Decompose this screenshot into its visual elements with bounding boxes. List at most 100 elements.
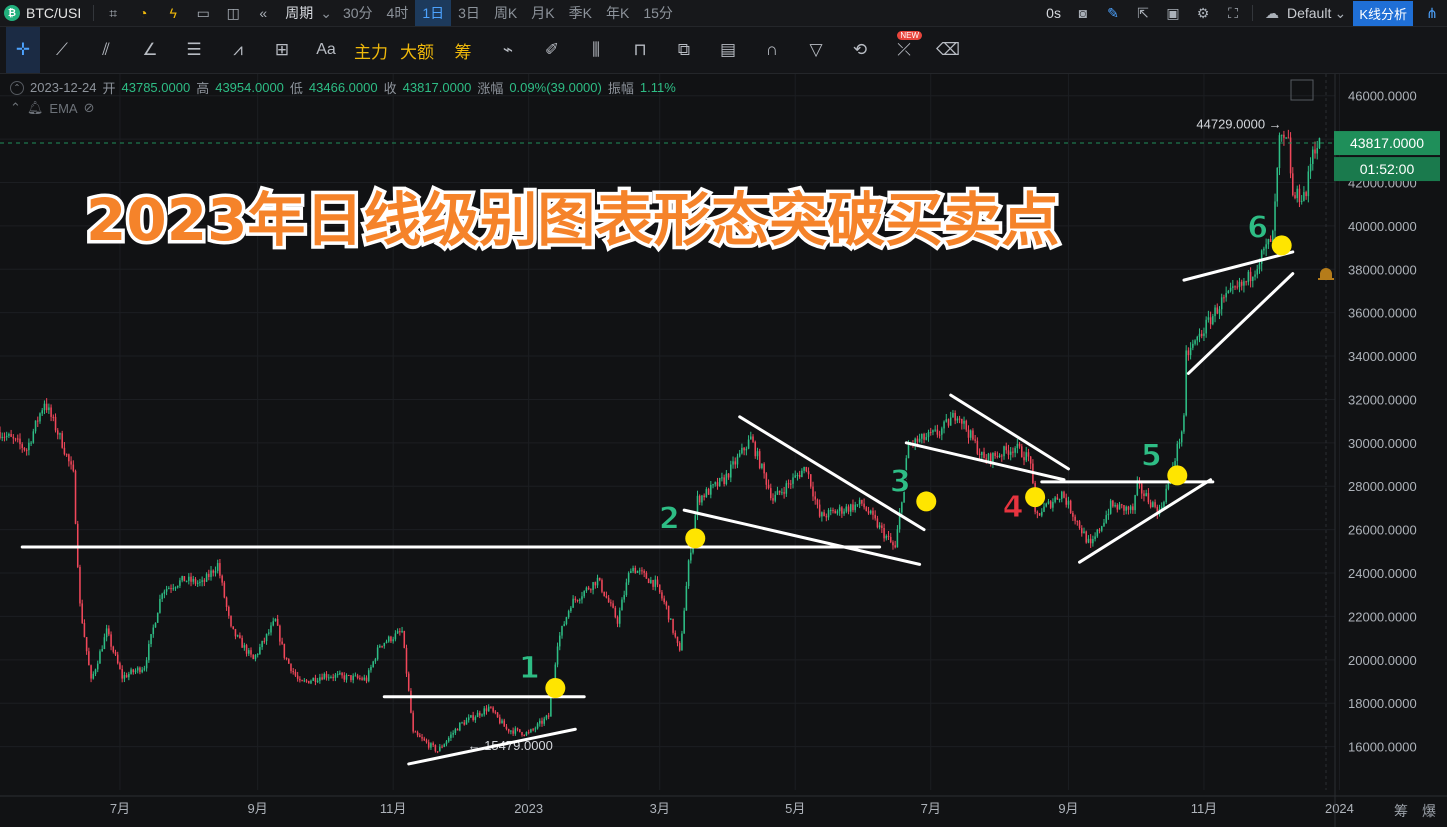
gauge-icon[interactable]: ◔: [139, 5, 148, 21]
calendar-icon[interactable]: ▭: [196, 4, 210, 21]
candle-body: [314, 677, 317, 682]
pencil-icon[interactable]: ✎: [1107, 4, 1119, 21]
candle-body: [943, 421, 945, 429]
candle-body: [185, 580, 188, 582]
lock-icon[interactable]: ⊓: [633, 40, 647, 59]
candle-body: [492, 707, 494, 712]
lightning-icon[interactable]: ϟ: [169, 5, 177, 21]
pattern-trendline[interactable]: [949, 393, 1070, 471]
parallel-lines-icon[interactable]: ⫽: [102, 40, 110, 59]
pattern-trendline[interactable]: [1182, 250, 1295, 282]
hide-drawings-icon[interactable]: ⤫ NEW: [882, 27, 926, 73]
timeframe-tab[interactable]: 年K: [605, 5, 630, 21]
angle-icon[interactable]: ∠: [142, 40, 158, 59]
pattern-trendline[interactable]: [1186, 272, 1295, 375]
theme-selector[interactable]: Default: [1286, 5, 1332, 21]
image-icon[interactable]: ▣: [1166, 4, 1180, 21]
candle-body: [747, 439, 750, 449]
candle-body: [30, 442, 32, 444]
wave-icon[interactable]: ⩘: [233, 40, 243, 59]
trendline-icon[interactable]: ⟋: [56, 40, 68, 59]
candle-body: [310, 680, 312, 684]
bookmark-icon[interactable]: ⧉: [677, 40, 691, 59]
candle-body: [567, 611, 570, 618]
candle-body: [1305, 192, 1307, 197]
notes-icon[interactable]: ▤: [719, 40, 737, 59]
candle-body: [510, 730, 512, 732]
sync-icon[interactable]: ⟲: [852, 40, 868, 59]
timeframe-tab[interactable]: 3日: [458, 5, 480, 21]
chart-type-icon[interactable]: ⌗: [109, 4, 118, 21]
trash-icon[interactable]: ⌫: [935, 40, 961, 59]
candle-body: [485, 708, 488, 712]
candle-body: [405, 647, 408, 674]
camera-icon[interactable]: ◙: [1078, 5, 1088, 21]
filter-icon[interactable]: ▽: [809, 40, 823, 59]
candle-body: [578, 599, 581, 601]
measure-icon[interactable]: ⊞: [274, 40, 290, 59]
main-force-tool[interactable]: 主力: [354, 42, 388, 62]
chip-tool[interactable]: 筹: [454, 42, 472, 62]
candle-body: [512, 730, 514, 734]
candle-body: [763, 463, 765, 474]
candle-body: [339, 673, 341, 675]
liquidation-button[interactable]: 爆: [1422, 803, 1436, 819]
eye-off-icon[interactable]: ⊘: [83, 100, 95, 115]
magnet-icon[interactable]: ∩: [765, 40, 779, 59]
crosshair-icon[interactable]: ✛: [6, 27, 40, 73]
breakout-marker: [685, 528, 706, 549]
timeframe-tab[interactable]: 周期: [285, 5, 314, 21]
gear-icon[interactable]: ⚙: [1196, 4, 1210, 21]
resize-icon[interactable]: [1290, 79, 1314, 101]
ruler-icon[interactable]: ⌁: [502, 40, 514, 59]
candle-body: [874, 514, 876, 519]
candle-body: [836, 511, 839, 514]
layout-icon[interactable]: ◫: [226, 4, 240, 21]
timeframe-tab[interactable]: 周K: [493, 5, 518, 21]
horizontal-lines-icon[interactable]: ☰: [186, 40, 202, 59]
timeframe-tab[interactable]: 4时: [386, 5, 409, 21]
candle-body: [34, 420, 37, 432]
rewind-icon[interactable]: «: [259, 5, 268, 21]
timeframe-tab[interactable]: 30分: [342, 5, 373, 21]
chevron-down-icon[interactable]: ⌄: [320, 5, 332, 21]
timeframe-tab[interactable]: 月K: [531, 5, 555, 21]
y-tick-label: 32000.0000: [1348, 392, 1417, 407]
chip-button[interactable]: 筹: [1394, 803, 1408, 819]
candle-body: [1258, 263, 1261, 270]
candle-body: [519, 729, 521, 733]
candle-body: [843, 511, 845, 514]
candle-body: [325, 673, 328, 678]
symbol-selector[interactable]: ₿ BTC/USI: [0, 5, 89, 21]
large-order-tool[interactable]: 大额: [400, 42, 434, 62]
share-icon[interactable]: ⋔: [1426, 4, 1438, 21]
candle-body: [63, 447, 66, 455]
candle-body: [683, 610, 685, 634]
export-icon[interactable]: ⇱: [1137, 4, 1149, 21]
alert-bell-icon[interactable]: [1318, 268, 1334, 280]
timeframe-tab[interactable]: 1日: [415, 0, 452, 26]
candle-body: [85, 636, 88, 652]
chevron-down-icon[interactable]: ⌄: [1334, 4, 1347, 21]
pattern-trendline[interactable]: [1078, 478, 1213, 564]
collapse-icon[interactable]: ⌃: [10, 80, 24, 95]
candles-icon[interactable]: ⫼: [592, 40, 600, 59]
timeframe-tab[interactable]: 15分: [643, 5, 673, 21]
timeframe-tab[interactable]: 季K: [568, 5, 592, 21]
pattern-trendline[interactable]: [904, 441, 1066, 482]
fullscreen-icon[interactable]: ⛶: [1228, 4, 1238, 21]
candle-body: [270, 625, 272, 633]
candle-body: [1069, 500, 1072, 513]
bell-icon[interactable]: 🔔︎: [26, 100, 44, 115]
candle-body: [1278, 135, 1281, 169]
candle-body: [634, 567, 637, 573]
pattern-trendline[interactable]: [682, 508, 922, 566]
text-tool[interactable]: Aa: [316, 41, 336, 58]
pattern-trendline[interactable]: [738, 415, 926, 532]
kline-analysis-button[interactable]: K线分析: [1353, 0, 1413, 26]
brush-icon[interactable]: ✐: [544, 40, 560, 59]
collapse-icon[interactable]: ⌃: [10, 100, 21, 115]
pattern-trendline[interactable]: [407, 727, 577, 766]
candle-body: [1245, 281, 1247, 283]
